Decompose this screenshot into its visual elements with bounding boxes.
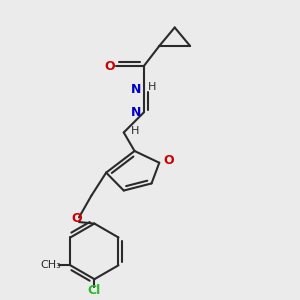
Text: O: O — [71, 212, 82, 225]
Text: O: O — [164, 154, 175, 167]
Text: Cl: Cl — [88, 284, 101, 297]
Text: H: H — [148, 82, 157, 92]
Text: O: O — [104, 60, 115, 73]
Text: H: H — [131, 126, 140, 136]
Text: N: N — [131, 83, 141, 96]
Text: CH₃: CH₃ — [40, 260, 61, 270]
Text: N: N — [131, 106, 141, 119]
